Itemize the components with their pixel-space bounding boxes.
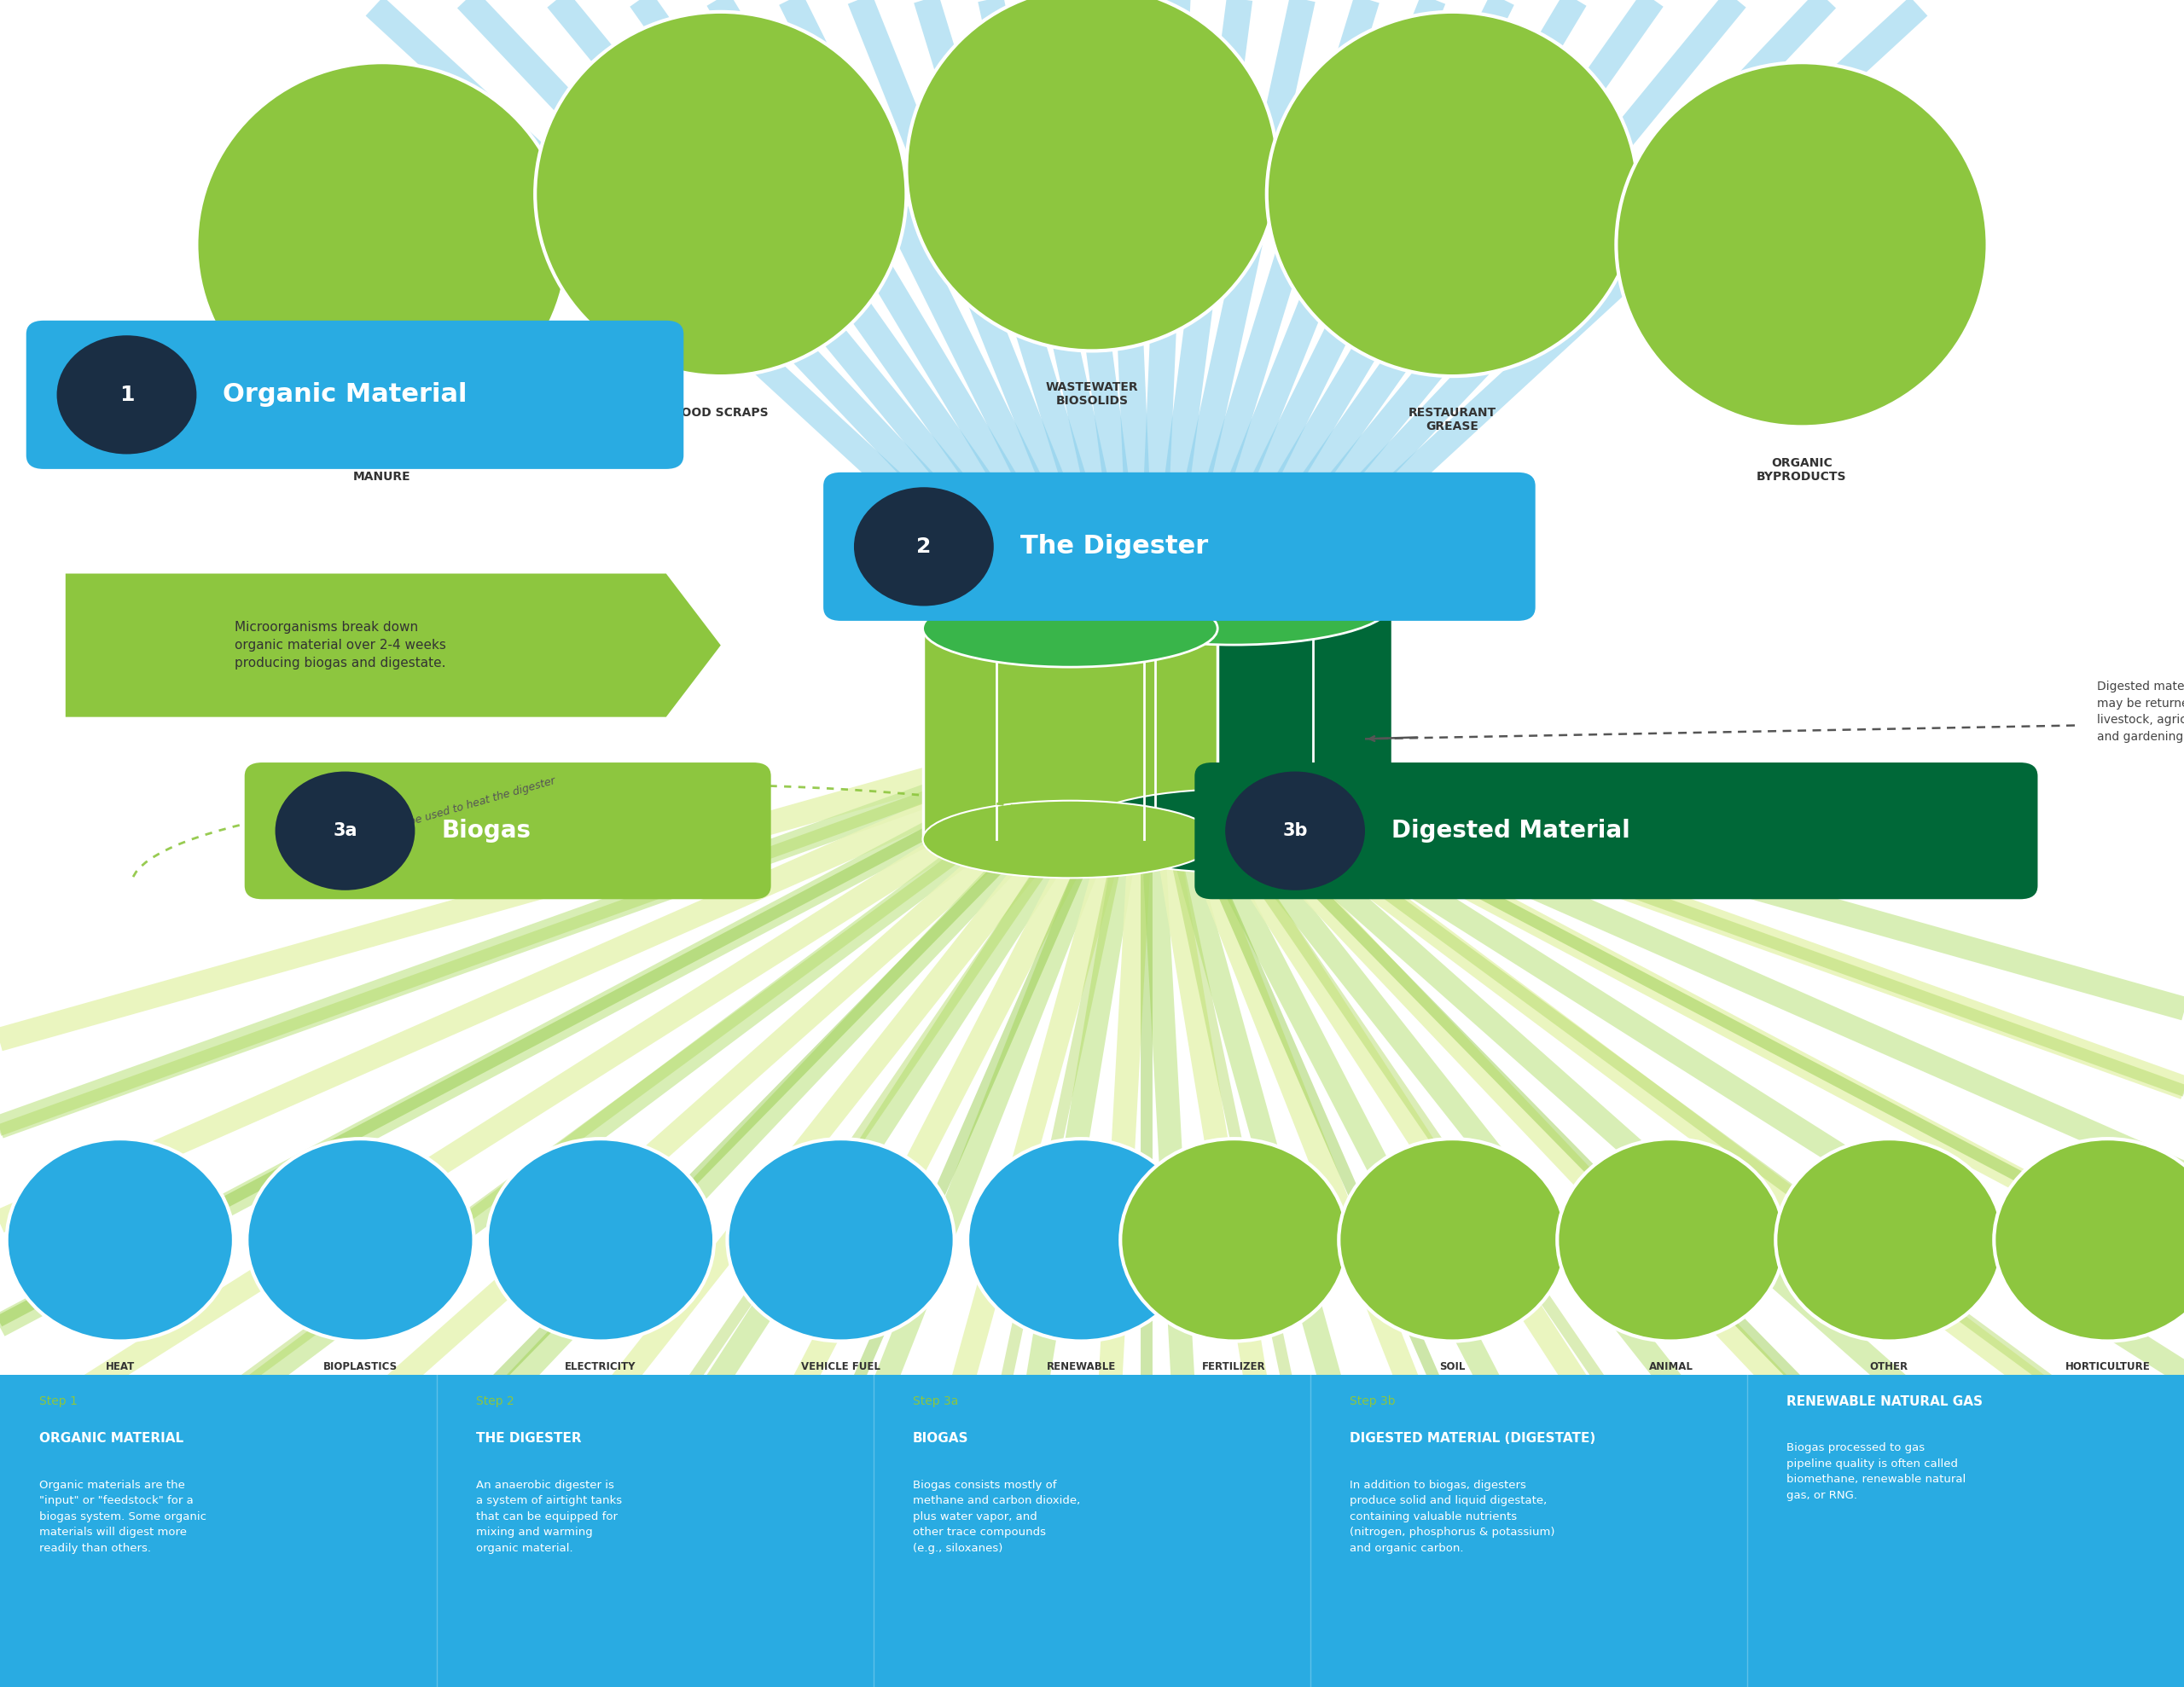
Text: RENEWABLE
NATURAL GAS: RENEWABLE NATURAL GAS xyxy=(1042,1361,1120,1385)
Ellipse shape xyxy=(197,62,568,427)
Text: VEHICLE FUEL: VEHICLE FUEL xyxy=(802,1361,880,1373)
Text: The Digester: The Digester xyxy=(1020,535,1208,558)
Ellipse shape xyxy=(854,488,994,606)
Text: HORTICULTURE
PRODUCTS: HORTICULTURE PRODUCTS xyxy=(2066,1361,2149,1385)
Ellipse shape xyxy=(727,1139,954,1341)
Ellipse shape xyxy=(7,1139,234,1341)
Ellipse shape xyxy=(57,336,197,454)
Text: Step 3b: Step 3b xyxy=(1350,1395,1396,1407)
Bar xyxy=(0,1375,2184,1687)
Text: 3a: 3a xyxy=(332,822,358,840)
Text: Digested Material: Digested Material xyxy=(1391,818,1629,844)
Text: 2: 2 xyxy=(917,536,930,557)
Text: THE DIGESTER: THE DIGESTER xyxy=(476,1432,581,1446)
Text: OTHER
PRODUCTS: OTHER PRODUCTS xyxy=(1859,1361,1920,1385)
Text: Step 2: Step 2 xyxy=(476,1395,513,1407)
FancyBboxPatch shape xyxy=(245,763,771,899)
Text: Biogas consists mostly of
methane and carbon dioxide,
plus water vapor, and
othe: Biogas consists mostly of methane and ca… xyxy=(913,1479,1081,1554)
Text: Organic materials are the
"input" or "feedstock" for a
biogas system. Some organ: Organic materials are the "input" or "fe… xyxy=(39,1479,207,1554)
Text: HEAT: HEAT xyxy=(105,1361,135,1373)
Ellipse shape xyxy=(1075,562,1393,644)
Text: 3b: 3b xyxy=(1282,822,1308,840)
FancyBboxPatch shape xyxy=(1195,763,2038,899)
Text: ANIMAL
BEDDING: ANIMAL BEDDING xyxy=(1645,1361,1697,1385)
Text: FOOD SCRAPS: FOOD SCRAPS xyxy=(673,407,769,418)
Ellipse shape xyxy=(1120,1139,1348,1341)
Text: Biogas processed to gas
pipeline quality is often called
biomethane, renewable n: Biogas processed to gas pipeline quality… xyxy=(1787,1442,1966,1501)
Ellipse shape xyxy=(487,1139,714,1341)
Text: DIGESTED MATERIAL (DIGESTATE): DIGESTED MATERIAL (DIGESTATE) xyxy=(1350,1432,1597,1446)
Text: 1: 1 xyxy=(120,385,133,405)
Text: In addition to biogas, digesters
produce solid and liquid digestate,
containing : In addition to biogas, digesters produce… xyxy=(1350,1479,1555,1554)
Ellipse shape xyxy=(1267,12,1638,376)
Text: ORGANIC
BYPRODUCTS: ORGANIC BYPRODUCTS xyxy=(1756,457,1848,482)
Text: WASTEWATER
BIOSOLIDS: WASTEWATER BIOSOLIDS xyxy=(1046,381,1138,407)
Text: FERTILIZER: FERTILIZER xyxy=(1201,1361,1267,1373)
Bar xyxy=(1075,602,1393,832)
Ellipse shape xyxy=(275,771,415,891)
Text: SOIL
AMENDMENTS: SOIL AMENDMENTS xyxy=(1411,1361,1494,1385)
Text: RESTAURANT
GREASE: RESTAURANT GREASE xyxy=(1409,407,1496,432)
Ellipse shape xyxy=(1776,1139,2003,1341)
Ellipse shape xyxy=(968,1139,1195,1341)
Bar xyxy=(922,629,1219,840)
Text: Biogas: Biogas xyxy=(441,818,531,844)
Text: ORGANIC MATERIAL: ORGANIC MATERIAL xyxy=(39,1432,183,1446)
Text: Microorganisms break down
organic material over 2-4 weeks
producing biogas and d: Microorganisms break down organic materi… xyxy=(236,621,446,670)
Ellipse shape xyxy=(1557,1139,1784,1341)
FancyBboxPatch shape xyxy=(823,472,1535,621)
Text: Digested material
may be returned for
livestock, agricultural
and gardening uses: Digested material may be returned for li… xyxy=(2097,682,2184,742)
Text: Organic Material: Organic Material xyxy=(223,383,467,407)
Polygon shape xyxy=(66,574,721,717)
Ellipse shape xyxy=(247,1139,474,1341)
Ellipse shape xyxy=(1616,62,1987,427)
Text: Step 1: Step 1 xyxy=(39,1395,79,1407)
Ellipse shape xyxy=(1339,1139,1566,1341)
Ellipse shape xyxy=(1994,1139,2184,1341)
Ellipse shape xyxy=(1225,771,1365,891)
Text: RENEWABLE NATURAL GAS: RENEWABLE NATURAL GAS xyxy=(1787,1395,1983,1409)
Text: BIOPLASTICS: BIOPLASTICS xyxy=(323,1361,397,1373)
Ellipse shape xyxy=(1075,790,1393,872)
Text: Some biogas can be used to heat the digester: Some biogas can be used to heat the dige… xyxy=(317,776,557,854)
Text: Step 3a: Step 3a xyxy=(913,1395,959,1407)
Ellipse shape xyxy=(535,12,906,376)
Text: ANIMAL
MANURE: ANIMAL MANURE xyxy=(354,457,411,482)
Ellipse shape xyxy=(924,590,1219,666)
FancyBboxPatch shape xyxy=(26,321,684,469)
Ellipse shape xyxy=(924,801,1219,877)
Text: An anaerobic digester is
a system of airtight tanks
that can be equipped for
mix: An anaerobic digester is a system of air… xyxy=(476,1479,622,1554)
Text: BIOGAS: BIOGAS xyxy=(913,1432,970,1446)
Text: ELECTRICITY: ELECTRICITY xyxy=(566,1361,636,1373)
Ellipse shape xyxy=(906,0,1278,351)
